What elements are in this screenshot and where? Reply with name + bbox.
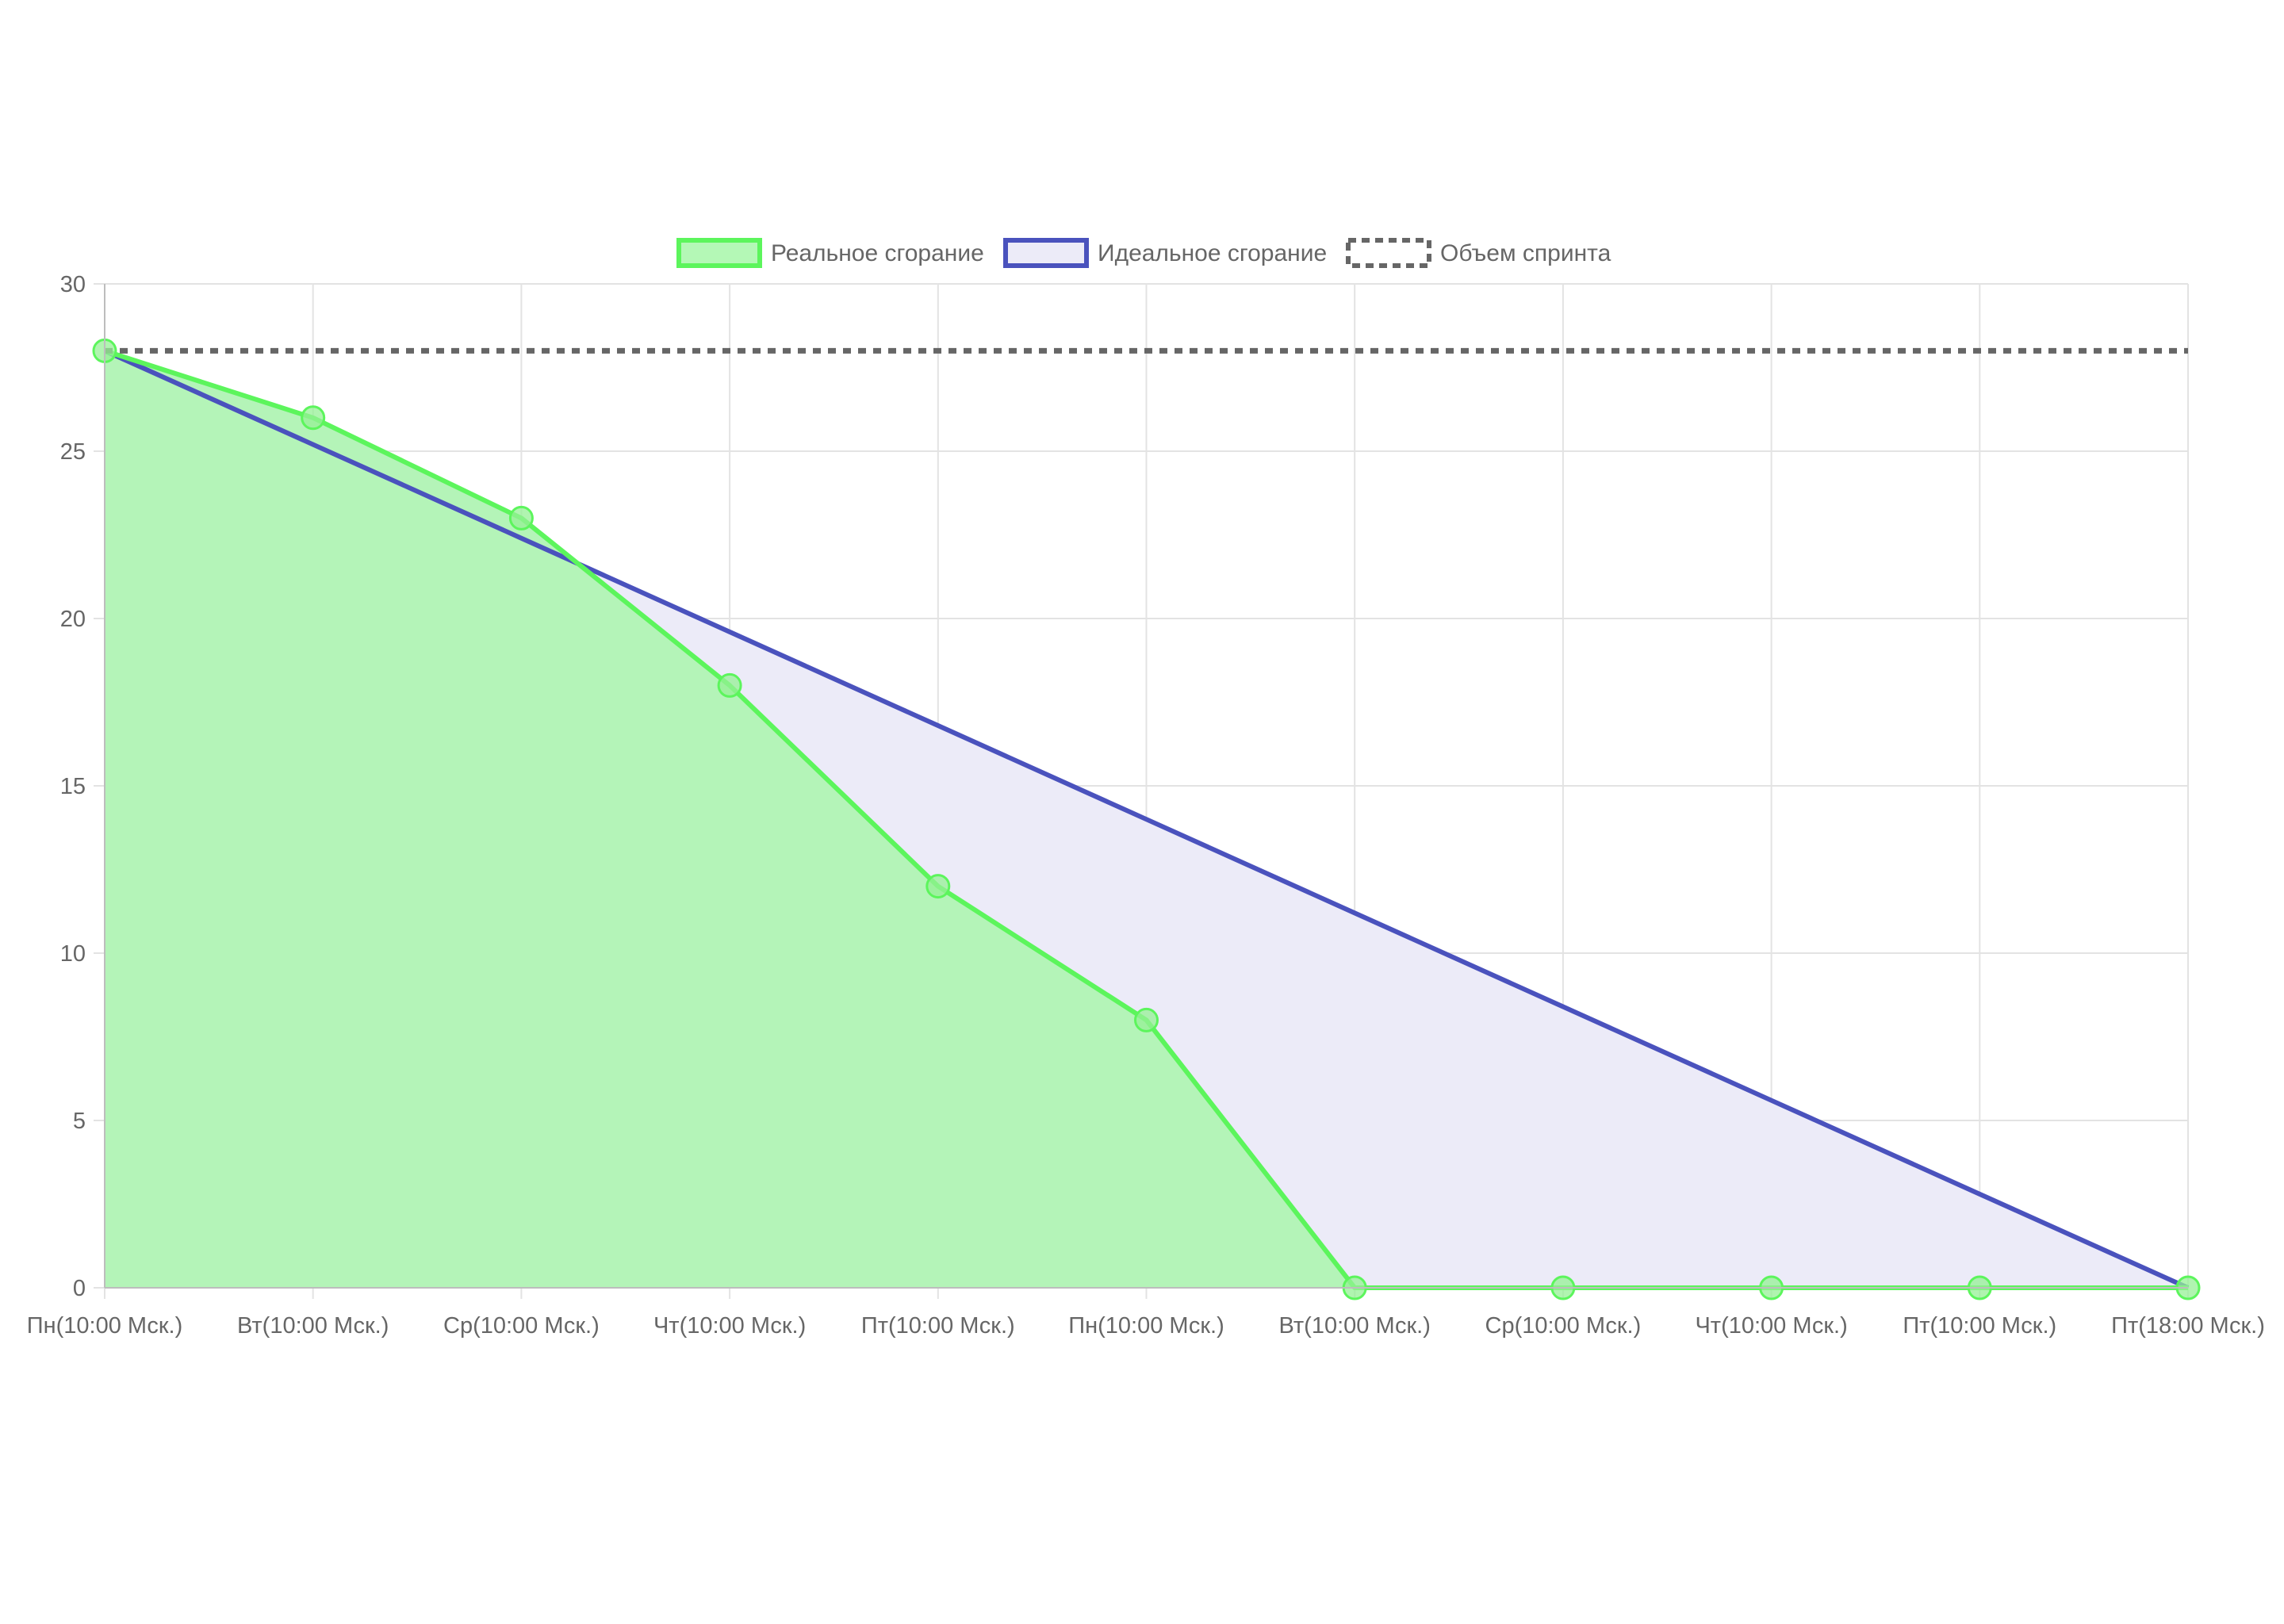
real-burn-point[interactable]: [508, 505, 534, 530]
y-tick-label: 30: [60, 272, 86, 297]
y-tick-label: 5: [73, 1109, 86, 1134]
x-tick-label: Пт(10:00 Мск.): [861, 1313, 1015, 1339]
y-tick-label: 0: [73, 1276, 86, 1301]
legend-swatch[interactable]: [676, 238, 762, 268]
series-points: [92, 338, 2201, 1300]
real-burn-point[interactable]: [301, 405, 326, 431]
ideal-burn-line: [103, 348, 2190, 1290]
x-tick-label: Ср(10:00 Мск.): [443, 1313, 600, 1339]
legend-label[interactable]: Реальное сгорание: [771, 240, 984, 266]
x-tick-label: Пн(10:00 Мск.): [27, 1313, 183, 1339]
legend-swatch[interactable]: [1003, 238, 1089, 268]
x-tick-label: Ср(10:00 Мск.): [1485, 1313, 1642, 1339]
x-tick-label: Вт(10:00 Мск.): [237, 1313, 389, 1339]
real-burn-point[interactable]: [1134, 1007, 1159, 1032]
real-burn-point[interactable]: [925, 874, 951, 899]
y-tick-label: 10: [60, 941, 86, 967]
x-tick-label: Пт(10:00 Мск.): [1903, 1313, 2056, 1339]
real-burn-point[interactable]: [717, 672, 742, 698]
x-tick-label: Пн(10:00 Мск.): [1068, 1313, 1224, 1339]
legend: Реальное сгорание Идеальное сгорание Объем…: [676, 238, 1611, 268]
x-tick-label: Пт(18:00 Мск.): [2111, 1313, 2265, 1339]
legend-swatch[interactable]: [1346, 238, 1431, 268]
x-tick-label: Вт(10:00 Мск.): [1279, 1313, 1431, 1339]
y-tick-label: 20: [60, 607, 86, 632]
legend-label[interactable]: Объем спринта: [1440, 240, 1611, 266]
real-burn-area: [105, 350, 2188, 1288]
x-tick-label: Чт(10:00 Мск.): [653, 1313, 806, 1339]
axes: 0 5 10 15 20 25 30 Пн(10:00 Мск.) Вт(10:00 Мск.)…: [27, 272, 2265, 1339]
y-tick-label: 25: [60, 439, 86, 465]
x-tick-label: Чт(10:00 Мск.): [1695, 1313, 1847, 1339]
legend-label[interactable]: Идеальное сгорание: [1098, 240, 1327, 266]
y-tick-label: 15: [60, 774, 86, 799]
